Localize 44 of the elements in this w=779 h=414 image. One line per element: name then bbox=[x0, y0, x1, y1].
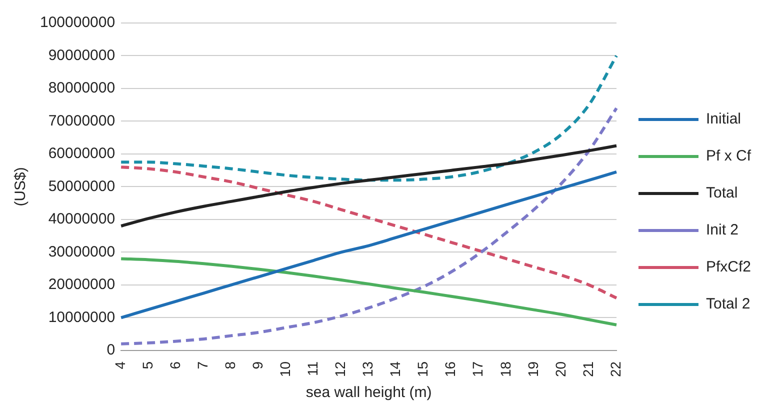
line-series bbox=[120, 257, 618, 326]
x-axis-title: sea wall height (m) bbox=[306, 384, 432, 402]
legend-label: Pf x Cf bbox=[706, 148, 752, 165]
y-tick-label: 20000000 bbox=[48, 276, 116, 294]
legend-label: Total 2 bbox=[706, 296, 750, 313]
y-tick-label: 60000000 bbox=[48, 145, 116, 162]
y-tick-label: 80000000 bbox=[48, 80, 116, 97]
x-tick-label: 18 bbox=[497, 361, 514, 378]
y-tick-label: 100000000 bbox=[40, 14, 116, 32]
x-tick-label: 4 bbox=[112, 361, 128, 370]
legend-label: Init 2 bbox=[706, 222, 739, 239]
x-tick-label: 17 bbox=[470, 361, 486, 378]
y-axis-title: (US$) bbox=[12, 167, 30, 206]
x-tick-label: 21 bbox=[580, 361, 596, 378]
line-series bbox=[120, 170, 618, 320]
x-tick-label: 15 bbox=[414, 361, 431, 378]
x-tick-label: 8 bbox=[222, 361, 238, 370]
line-series bbox=[120, 106, 618, 346]
y-tick-label: 50000000 bbox=[48, 178, 116, 195]
y-tick-label: 90000000 bbox=[48, 46, 116, 64]
x-tick-label: 13 bbox=[360, 361, 376, 378]
y-tick-label: 70000000 bbox=[48, 112, 116, 130]
x-tick-label: 16 bbox=[442, 361, 458, 378]
line-series bbox=[120, 54, 618, 182]
x-tick-label: 9 bbox=[250, 361, 266, 370]
y-tick-label: 10000000 bbox=[48, 308, 116, 326]
x-tick-label: 6 bbox=[166, 361, 183, 370]
line-series bbox=[120, 144, 618, 228]
x-tick-label: 14 bbox=[387, 361, 404, 378]
x-tick-label: 11 bbox=[304, 361, 321, 376]
x-tick-label: 20 bbox=[552, 361, 568, 378]
y-tick-label: 40000000 bbox=[48, 210, 116, 228]
legend-label: Total bbox=[706, 184, 738, 202]
y-tick-label: 30000000 bbox=[48, 243, 116, 260]
x-tick-label: 12 bbox=[332, 361, 348, 378]
x-tick-label: 5 bbox=[139, 361, 156, 370]
legend-label: Initial bbox=[706, 110, 742, 128]
y-tick-label: 0 bbox=[106, 342, 116, 359]
x-tick-label: 10 bbox=[277, 361, 294, 378]
legend-label: PfxCf2 bbox=[706, 258, 751, 276]
x-tick-label: 22 bbox=[607, 361, 624, 378]
line-series bbox=[120, 166, 618, 300]
x-tick-label: 19 bbox=[524, 361, 541, 378]
x-tick-label: 7 bbox=[194, 361, 211, 370]
